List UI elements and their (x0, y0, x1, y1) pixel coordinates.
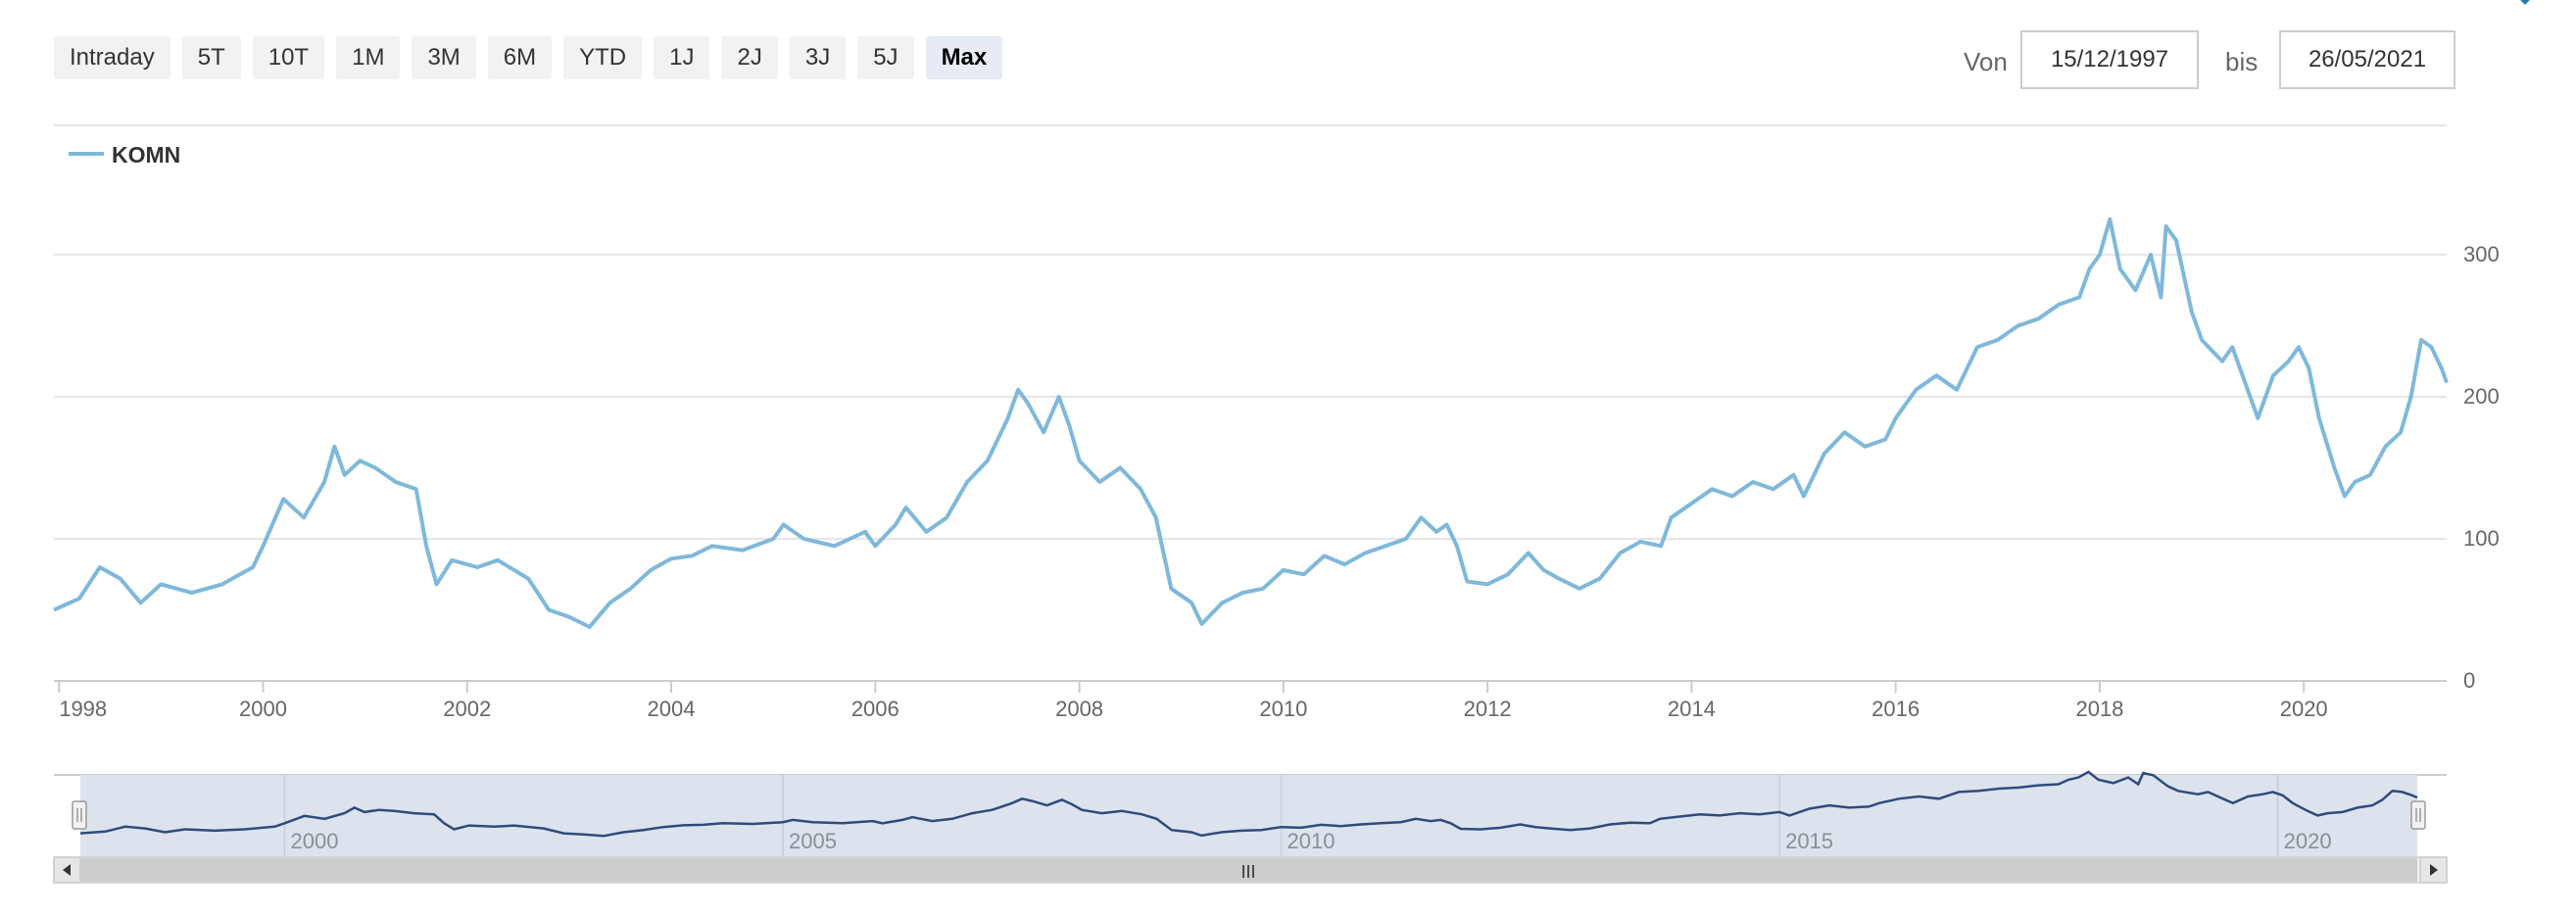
range-button-1j[interactable]: 1J (654, 36, 710, 79)
x-tick-label: 2012 (1464, 697, 1512, 721)
range-selector: Intraday 5T 10T 1M 3M 6M YTD 1J 2J 3J 5J… (54, 36, 1003, 79)
y-tick-label: 200 (2463, 384, 2500, 409)
range-button-6m[interactable]: 6M (487, 36, 553, 79)
navigator-label: 2015 (1785, 829, 1833, 853)
chevron-down-icon (2520, 0, 2530, 5)
range-button-ytd[interactable]: YTD (563, 36, 643, 79)
legend-label-komn: KOMN (112, 142, 180, 168)
y-tick-label: 300 (2463, 242, 2500, 266)
scrollbar[interactable]: III (53, 856, 2448, 884)
navigator-label: 2005 (789, 829, 837, 853)
x-axis-ticks: 1998 2000 2002 2004 2006 2008 2010 2012 2014 2016… (58, 681, 2328, 721)
navigator-handle-right[interactable] (2410, 800, 2426, 830)
x-tick-label: 2014 (1668, 697, 1716, 721)
y-gridlines (54, 254, 2447, 540)
x-tick-label: 2006 (851, 697, 899, 721)
navigator-handle-left[interactable] (72, 800, 87, 830)
range-button-3j[interactable]: 3J (789, 36, 847, 79)
scrollbar-thumb[interactable] (80, 858, 2417, 882)
series-line-komn (53, 217, 2449, 629)
x-tick-label: 2008 (1055, 697, 1103, 721)
navigator[interactable]: 2000 2005 2010 2015 2020 (54, 770, 2447, 857)
from-date-label: Von (1964, 47, 2008, 76)
y-tick-label: 100 (2463, 526, 2500, 551)
range-button-5j[interactable]: 5J (857, 36, 914, 79)
x-tick-label: 2004 (648, 697, 696, 721)
legend[interactable]: KOMN (69, 142, 180, 168)
navigator-label: 2020 (2284, 829, 2332, 853)
x-tick-label: 2016 (1871, 697, 1920, 721)
scrollbar-grip[interactable]: III (1240, 862, 1255, 882)
from-date-input[interactable] (2020, 30, 2199, 89)
x-tick-label: 2000 (239, 697, 287, 721)
navigator-series-line (79, 770, 2418, 838)
navigator-labels: 2000 2005 2010 2015 2020 (283, 775, 2332, 857)
range-button-10t[interactable]: 10T (252, 36, 325, 79)
scroll-right-button[interactable] (2419, 856, 2448, 884)
navigator-selected-range[interactable] (80, 775, 2417, 857)
navigator-label: 2010 (1288, 829, 1336, 853)
to-date-input[interactable] (2279, 30, 2455, 89)
y-axis-ticks: 0 100 200 300 (2463, 242, 2500, 693)
range-button-3m[interactable]: 3M (412, 36, 476, 79)
scroll-left-button[interactable] (53, 856, 81, 884)
navigator-label: 2000 (290, 829, 338, 853)
x-tick-label: 1998 (59, 697, 107, 721)
range-button-intraday[interactable]: Intraday (54, 36, 170, 79)
x-tick-label: 2018 (2075, 697, 2123, 721)
arrow-right-icon (2430, 864, 2438, 876)
x-tick-label: 2020 (2280, 697, 2328, 721)
range-button-max[interactable]: Max (925, 36, 1003, 79)
to-date-label: bis (2225, 47, 2259, 76)
y-tick-label: 0 (2463, 668, 2475, 693)
range-button-2j[interactable]: 2J (721, 36, 778, 79)
range-button-1m[interactable]: 1M (336, 36, 401, 79)
arrow-left-icon (63, 864, 71, 876)
x-tick-label: 2002 (443, 697, 491, 721)
x-tick-label: 2010 (1259, 697, 1307, 721)
range-button-5t[interactable]: 5T (181, 36, 241, 79)
